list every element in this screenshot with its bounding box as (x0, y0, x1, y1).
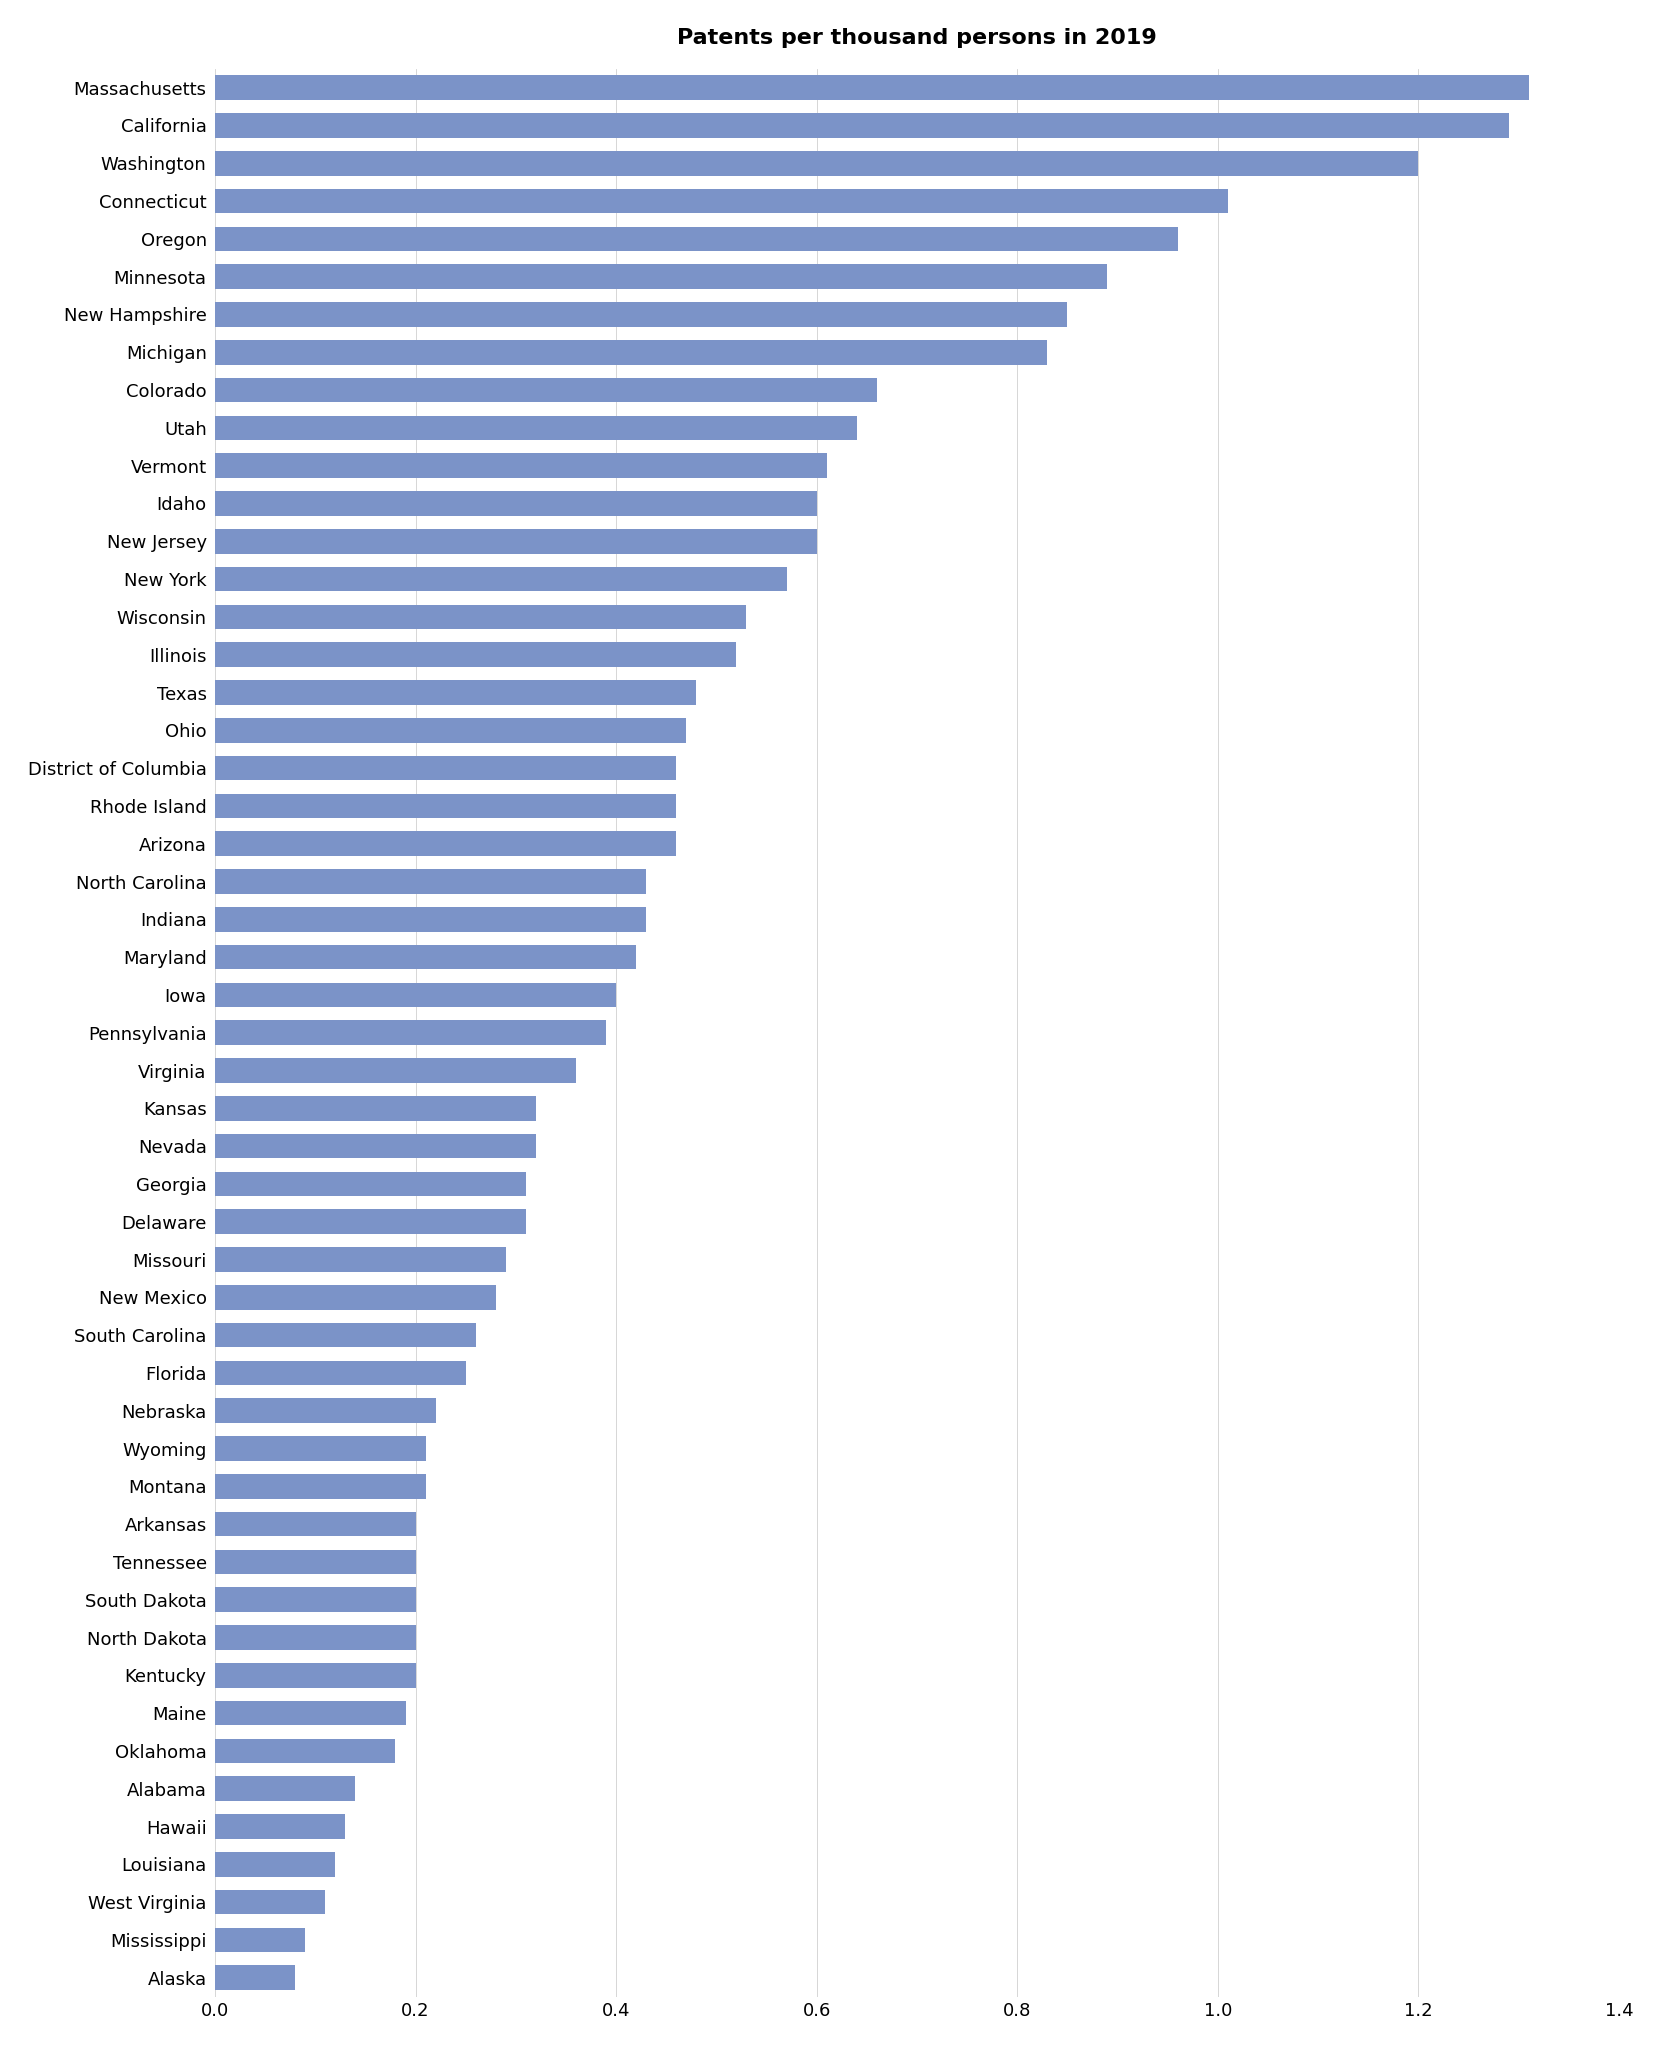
Bar (214, 1511, 415, 1536)
Bar (214, 831, 676, 856)
Bar (214, 1626, 415, 1651)
Bar (214, 1323, 475, 1348)
Bar (214, 1966, 296, 1991)
Bar (214, 1059, 576, 1083)
Bar (214, 340, 1048, 365)
Bar (214, 756, 676, 780)
Bar (214, 868, 646, 893)
Title: Patents per thousand persons in 2019: Patents per thousand persons in 2019 (678, 29, 1156, 47)
Bar (214, 227, 1178, 252)
Bar (214, 1851, 336, 1876)
Bar (214, 264, 1108, 289)
Bar (214, 377, 877, 401)
Bar (214, 453, 827, 477)
Bar (214, 1890, 326, 1915)
Bar (214, 604, 746, 629)
Bar (214, 719, 686, 743)
Bar (214, 680, 696, 705)
Bar (214, 1739, 395, 1763)
Bar (214, 1927, 306, 1952)
Bar (214, 1702, 405, 1724)
Bar (214, 1399, 435, 1423)
Bar (214, 795, 676, 819)
Bar (214, 1663, 415, 1688)
Bar (214, 1020, 606, 1044)
Bar (214, 567, 787, 592)
Bar (214, 1550, 415, 1575)
Bar (214, 1815, 345, 1839)
Bar (214, 188, 1227, 213)
Bar (214, 492, 817, 516)
Bar (214, 528, 817, 553)
Bar (214, 1436, 425, 1460)
Bar (214, 113, 1508, 137)
Bar (214, 1360, 465, 1384)
Bar (214, 983, 616, 1008)
Bar (214, 1587, 415, 1612)
Bar (214, 643, 736, 668)
Bar (214, 1776, 355, 1800)
Bar (214, 1475, 425, 1499)
Bar (214, 152, 1418, 176)
Bar (214, 944, 636, 969)
Bar (214, 1135, 537, 1159)
Bar (214, 1210, 527, 1235)
Bar (214, 76, 1528, 100)
Bar (214, 416, 857, 440)
Bar (214, 1171, 527, 1196)
Bar (214, 907, 646, 932)
Bar (214, 1284, 495, 1309)
Bar (214, 1096, 537, 1120)
Bar (214, 1247, 507, 1272)
Bar (214, 303, 1068, 328)
